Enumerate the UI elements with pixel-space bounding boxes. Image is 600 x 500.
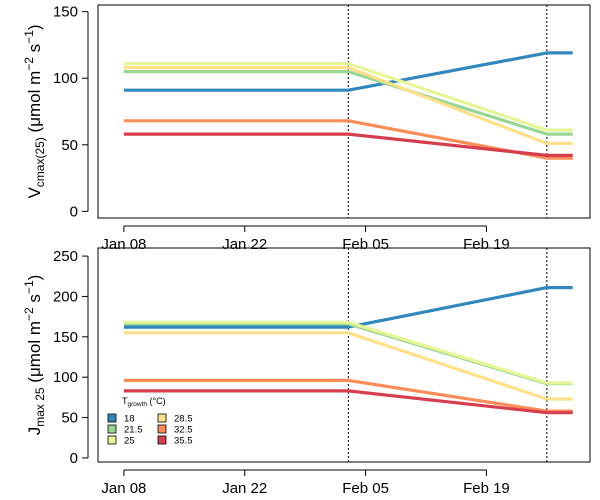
- panel-1: 0 50 100 150 Jan 08 Jan 22 Feb 05 Feb 19 Vcmax(2…: [22, 4, 591, 253]
- y-label-unit: (μmol m: [25, 321, 44, 387]
- x-tick-label: Feb 05: [342, 480, 389, 497]
- legend-label-28-5: 28.5: [174, 414, 193, 425]
- y-tick-label: 0: [70, 450, 78, 467]
- series-line-25: [123, 320, 573, 385]
- y-tick-label: 150: [53, 329, 78, 346]
- legend-label-21-5: 21.5: [124, 425, 143, 436]
- y-axis-label: Jmax 25 (μmol m−2 s−1): [22, 275, 47, 436]
- y-tick-label: 0: [70, 203, 78, 220]
- y-label-exponent: −2: [22, 307, 36, 321]
- plot-frame: [97, 4, 591, 219]
- legend-swatch-32-5: [157, 424, 167, 434]
- series-line-28-5: [123, 65, 573, 145]
- legend-label-32-5: 32.5: [174, 425, 193, 436]
- y-label-exponent: −1: [22, 280, 36, 294]
- y-tick-label: 50: [61, 410, 78, 427]
- legend-swatch-35-5: [157, 435, 167, 445]
- y-label-exponent: −2: [22, 57, 36, 71]
- series-line-18: [123, 51, 573, 92]
- y-tick-label: 100: [53, 70, 78, 87]
- x-tick-label: Jan 08: [101, 480, 146, 497]
- x-tick-label: Feb 19: [463, 236, 510, 253]
- legend-swatch-25: [107, 435, 117, 445]
- panel-2: 0 50 100 150 200 250 Jan 08 Jan 22 Feb 05 Feb 19 J…: [22, 247, 591, 497]
- y-label-close: ): [25, 275, 44, 281]
- legend-label-25: 25: [124, 436, 135, 447]
- x-tick-label: Jan 08: [101, 236, 146, 253]
- x-tick-label: Jan 22: [222, 480, 267, 497]
- series-line-35-5: [123, 132, 573, 157]
- series-line-28-5: [123, 331, 573, 401]
- x-tick-label: Jan 22: [222, 236, 267, 253]
- y-tick-label: 150: [53, 4, 78, 21]
- legend-title-main: T: [122, 396, 128, 406]
- y-tick-label: 200: [53, 288, 78, 305]
- series-line-32-5: [123, 119, 573, 160]
- y-tick-label: 250: [53, 248, 78, 265]
- legend-swatch-28-5: [157, 413, 167, 423]
- y-tick-label: 50: [61, 137, 78, 154]
- legend-swatch-18: [107, 413, 117, 423]
- series-line-25: [123, 61, 573, 132]
- y-tick-label: 100: [53, 369, 78, 386]
- legend-swatch-21-5: [107, 424, 117, 434]
- legend-label-35-5: 35.5: [174, 436, 193, 447]
- y-label-unit: (μmol m: [25, 71, 44, 137]
- series-line-18: [123, 286, 573, 329]
- y-label-main: J: [25, 427, 44, 436]
- y-label-subscript: cmax(25): [33, 137, 47, 187]
- y-label-close: ): [25, 24, 44, 30]
- y-label-unit-mid: s: [25, 44, 44, 57]
- x-tick-label: Feb 19: [463, 480, 510, 497]
- legend-label-18: 18: [124, 414, 135, 425]
- legend-title-subscript: growth: [128, 401, 148, 408]
- y-label-subscript: max 25: [33, 387, 47, 427]
- y-label-main: V: [25, 187, 44, 199]
- plot-frame: [97, 247, 591, 463]
- x-tick-label: Feb 05: [342, 236, 389, 253]
- legend-title: Tgrowth (°C): [122, 396, 166, 408]
- series-line-21-5: [123, 69, 573, 136]
- y-axis-label: Vcmax(25) (μmol m−2 s−1): [22, 24, 47, 198]
- legend-title-unit: (°C): [147, 396, 166, 406]
- series-line-35-5: [123, 389, 573, 415]
- y-label-exponent: −1: [22, 30, 36, 44]
- y-label-unit-mid: s: [25, 294, 44, 307]
